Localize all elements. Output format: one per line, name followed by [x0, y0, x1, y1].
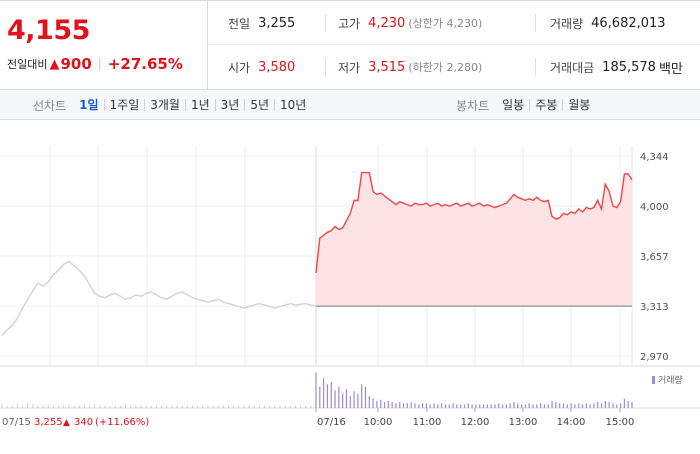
tab-weekly-candle[interactable]: 주봉	[530, 99, 564, 111]
open-label: 시가	[228, 60, 251, 75]
candle-chart-tabs: 봉차트 일봉 주봉 월봉	[456, 90, 595, 120]
tab-daily-candle[interactable]: 일봉	[497, 99, 531, 111]
high-label: 고가	[338, 16, 361, 31]
divider	[535, 58, 536, 76]
tab-1year[interactable]: 1년	[186, 99, 216, 111]
today-line	[315, 171, 633, 274]
quote-header: 4,155 전일대비 ▲ 900 | +27.65% 전일 3,255 고가 4…	[0, 0, 700, 90]
candle-chart-label: 봉차트	[456, 98, 490, 113]
change-value: 900	[60, 55, 92, 73]
tab-1day[interactable]: 1일	[74, 99, 105, 111]
lower-limit: (하한가 2,280)	[408, 61, 483, 74]
prev-day-close: 3,255	[34, 417, 63, 428]
open-value: 3,580	[258, 59, 296, 75]
prev-day-summary: 07/15 3,255 ▲ 340 (+11.66%)	[2, 417, 149, 428]
tab-5year[interactable]: 5년	[245, 99, 276, 111]
x-axis: 07/16 10:00 11:00 12:00 13:00 14:00 15:00	[315, 408, 635, 428]
tab-monthly-candle[interactable]: 월봉	[568, 98, 591, 112]
y-tick-label: 3,313	[640, 302, 669, 313]
stats-row-2: 시가 3,580 저가 3,515 (하한가 2,280) 거래대금 185,5…	[208, 45, 700, 89]
prev-day-series	[1, 260, 317, 337]
current-price: 4,155	[7, 15, 90, 46]
amount-label: 거래대금	[550, 60, 595, 75]
x-tick-label: 14:00	[557, 417, 586, 428]
amount-cell: 거래대금 185,578 백만	[550, 45, 683, 89]
volume-legend-swatch	[652, 376, 655, 384]
high-value: 4,230	[368, 15, 406, 31]
low-label: 저가	[338, 60, 361, 75]
volume-value: 46,682,013	[591, 15, 666, 31]
volume-legend: 거래량	[652, 374, 683, 386]
price-chart-svg: 4,344 4,000 3,657 3,313 2,970 07/16 10:00 11:0…	[0, 146, 700, 428]
line-chart-label: 선차트	[33, 98, 67, 113]
tab-3year[interactable]: 3년	[216, 99, 246, 111]
y-tick-label: 4,000	[640, 202, 669, 213]
x-tick-label: 13:00	[509, 417, 538, 428]
change-percent: +27.65%	[107, 55, 183, 73]
x-tick-label: 11:00	[413, 417, 442, 428]
upper-limit: (상한가 4,230)	[408, 17, 483, 30]
triangle-up-icon: ▲	[63, 418, 70, 428]
prev-day-change: 340	[74, 417, 93, 428]
tab-1week[interactable]: 1주일	[105, 99, 146, 111]
x-tick-label: 10:00	[364, 417, 393, 428]
amount-value: 185,578	[602, 59, 656, 75]
prev-day-date: 07/15	[2, 417, 31, 428]
prev-day-change-pct: (+11.66%)	[95, 417, 149, 428]
x-tick-label: 15:00	[606, 417, 635, 428]
low-cell: 저가 3,515 (하한가 2,280)	[338, 45, 482, 89]
y-tick-label: 4,344	[640, 152, 669, 163]
x-tick-label: 07/16	[317, 417, 346, 428]
prev-close-label: 전일	[228, 16, 251, 31]
volume-label: 거래량	[550, 16, 584, 31]
tab-10year[interactable]: 10년	[280, 98, 307, 112]
price-box: 4,155 전일대비 ▲ 900 | +27.65%	[0, 1, 208, 89]
y-tick-label: 2,970	[640, 352, 669, 363]
prev-close-value: 3,255	[258, 15, 296, 31]
change-label: 전일대비	[7, 58, 48, 71]
y-axis: 4,344 4,000 3,657 3,313 2,970	[640, 152, 669, 363]
stats-row-1: 전일 3,255 고가 4,230 (상한가 4,230) 거래량 46,682…	[208, 1, 700, 45]
open-cell: 시가 3,580	[228, 45, 295, 89]
tab-3month[interactable]: 3개월	[145, 99, 186, 111]
volume-legend-label: 거래량	[658, 374, 683, 386]
x-tick-label: 12:00	[461, 417, 490, 428]
amount-unit: 백만	[658, 61, 683, 77]
today-series	[315, 171, 633, 307]
y-tick-label: 3,657	[640, 252, 669, 263]
prev-day-line	[1, 260, 317, 337]
chart-tabbar: 선차트 1일 1주일 3개월 1년 3년 5년 10년 봉차트 일봉 주봉 월봉	[0, 90, 700, 120]
divider	[325, 14, 326, 32]
prev-close-cell: 전일 3,255	[228, 1, 295, 45]
today-area	[316, 172, 632, 307]
volume-pane	[0, 365, 700, 409]
line-chart-tabs: 선차트 1일 1주일 3개월 1년 3년 5년 10년	[33, 90, 311, 120]
volume-cell: 거래량 46,682,013	[550, 1, 666, 45]
high-cell: 고가 4,230 (상한가 4,230)	[338, 1, 482, 45]
divider	[325, 58, 326, 76]
divider	[535, 14, 536, 32]
triangle-up-icon: ▲	[49, 56, 60, 72]
low-value: 3,515	[368, 59, 406, 75]
stats-panel: 전일 3,255 고가 4,230 (상한가 4,230) 거래량 46,682…	[208, 1, 700, 89]
separator: |	[97, 57, 102, 71]
change-row: 전일대비 ▲ 900 | +27.65%	[7, 55, 183, 73]
price-chart: 4,344 4,000 3,657 3,313 2,970 07/16 10:00 11:0…	[0, 121, 700, 450]
